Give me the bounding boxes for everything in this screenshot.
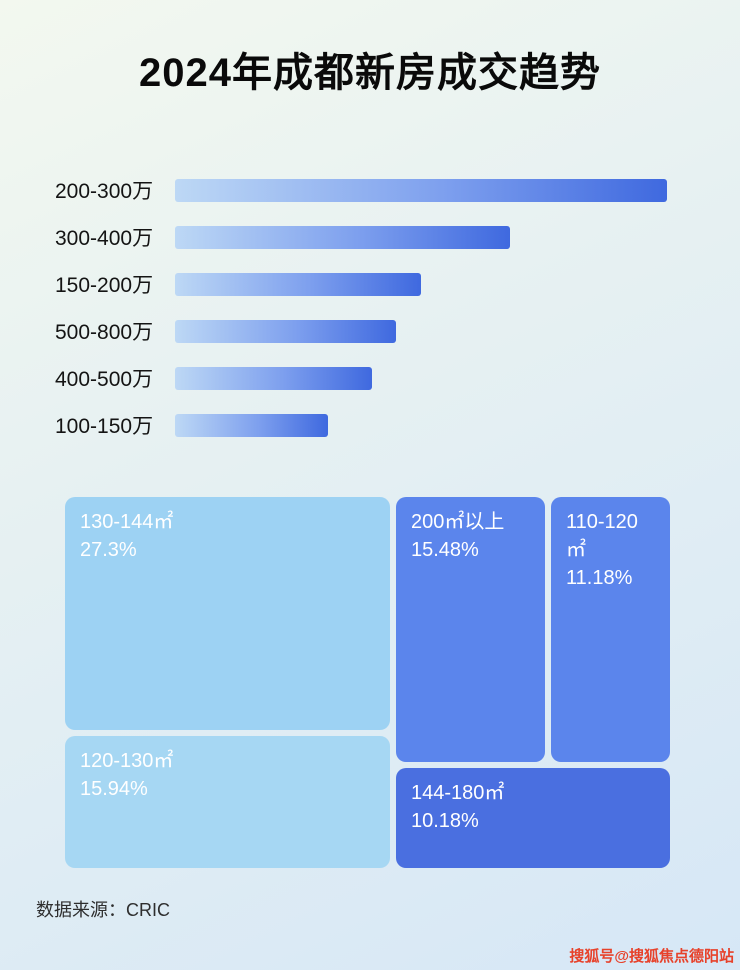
bar-row: 150-200万: [55, 272, 667, 297]
bar-row: 200-300万: [55, 178, 667, 203]
treemap-label: 110-120㎡: [566, 511, 638, 561]
area-band-treemap: 130-144㎡ 27.3% 200㎡以上 15.48% 110-120㎡ 11…: [65, 497, 670, 868]
treemap-block-110-120: 110-120㎡ 11.18%: [551, 497, 670, 762]
treemap-percent: 27.3%: [80, 539, 137, 561]
bar-track: [175, 272, 667, 296]
bar: [175, 225, 510, 249]
treemap-percent: 15.48%: [411, 539, 479, 561]
bar: [175, 319, 397, 343]
bar-row: 100-150万: [55, 413, 667, 438]
bar-category-label: 400-500万: [55, 368, 154, 391]
sohu-watermark: 搜狐号@搜狐焦点德阳站: [569, 948, 734, 965]
treemap-block-120-130: 120-130㎡ 15.94%: [65, 736, 390, 868]
bar-category-label: 200-300万: [55, 180, 154, 203]
bar: [175, 272, 421, 296]
treemap-percent: 10.18%: [411, 810, 479, 832]
bar: [175, 366, 372, 390]
bar-category-label: 150-200万: [55, 274, 154, 297]
price-band-bar-chart: 200-300万 300-400万 150-200万 500-800万 400-…: [55, 178, 667, 460]
bar-track: [175, 413, 667, 437]
treemap-percent: 15.94%: [80, 778, 148, 800]
page-title: 2024年成都新房成交趋势: [139, 51, 601, 95]
bar-row: 300-400万: [55, 225, 667, 250]
bar: [175, 178, 667, 202]
bar-category-label: 100-150万: [55, 415, 154, 438]
bar-track: [175, 225, 667, 249]
treemap-block-144-180: 144-180㎡ 10.18%: [396, 768, 670, 868]
treemap-label: 120-130㎡: [80, 750, 174, 772]
treemap-label: 200㎡以上: [411, 511, 505, 533]
bar-track: [175, 366, 667, 390]
bar-category-label: 500-800万: [55, 321, 154, 344]
bar: [175, 413, 328, 437]
bar-category-label: 300-400万: [55, 227, 154, 250]
bar-row: 500-800万: [55, 319, 667, 344]
treemap-block-200-plus: 200㎡以上 15.48%: [396, 497, 545, 762]
bar-row: 400-500万: [55, 366, 667, 391]
bar-track: [175, 178, 667, 202]
data-source-label: 数据来源：CRIC: [36, 900, 170, 920]
treemap-label: 130-144㎡: [80, 511, 174, 533]
treemap-label: 144-180㎡: [411, 782, 505, 804]
treemap-block-130-144: 130-144㎡ 27.3%: [65, 497, 390, 730]
treemap-percent: 11.18%: [566, 567, 633, 589]
bar-track: [175, 319, 667, 343]
